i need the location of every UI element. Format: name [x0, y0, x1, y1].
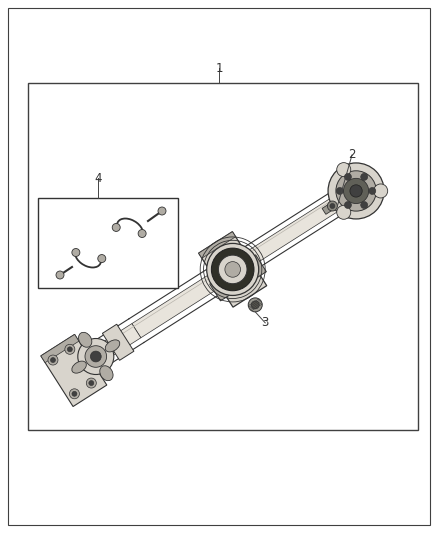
- Circle shape: [336, 188, 343, 195]
- Ellipse shape: [100, 366, 113, 381]
- Polygon shape: [199, 232, 267, 307]
- Polygon shape: [210, 272, 240, 301]
- Polygon shape: [199, 232, 236, 258]
- Circle shape: [327, 201, 337, 211]
- Polygon shape: [132, 272, 222, 338]
- Circle shape: [72, 391, 77, 397]
- Circle shape: [350, 185, 362, 197]
- Circle shape: [72, 248, 80, 256]
- Bar: [38, 198, 178, 288]
- Circle shape: [65, 344, 75, 354]
- Bar: [28, 83, 418, 430]
- Circle shape: [343, 179, 369, 204]
- Circle shape: [330, 204, 335, 208]
- Circle shape: [369, 188, 376, 195]
- Circle shape: [85, 346, 106, 367]
- Circle shape: [78, 338, 114, 375]
- Polygon shape: [339, 186, 359, 205]
- Polygon shape: [244, 193, 346, 266]
- Circle shape: [70, 389, 79, 399]
- Circle shape: [337, 205, 351, 219]
- Circle shape: [56, 271, 64, 279]
- Circle shape: [67, 347, 72, 352]
- Polygon shape: [322, 202, 336, 214]
- Circle shape: [360, 173, 367, 180]
- Circle shape: [219, 255, 247, 284]
- Circle shape: [225, 262, 240, 277]
- Circle shape: [328, 163, 384, 219]
- Circle shape: [251, 301, 259, 309]
- Polygon shape: [91, 324, 141, 364]
- Circle shape: [86, 378, 96, 388]
- Circle shape: [158, 207, 166, 215]
- Circle shape: [207, 244, 259, 295]
- Circle shape: [112, 223, 120, 231]
- Ellipse shape: [105, 340, 120, 352]
- Circle shape: [90, 351, 101, 362]
- Circle shape: [50, 358, 56, 362]
- Circle shape: [89, 381, 94, 385]
- Circle shape: [248, 298, 262, 312]
- Polygon shape: [41, 334, 107, 407]
- Circle shape: [48, 355, 58, 365]
- Circle shape: [360, 201, 367, 208]
- Circle shape: [212, 248, 254, 290]
- Circle shape: [138, 230, 146, 238]
- Ellipse shape: [78, 332, 92, 348]
- Circle shape: [337, 163, 351, 176]
- Polygon shape: [102, 324, 134, 360]
- Text: 3: 3: [261, 317, 269, 329]
- Ellipse shape: [72, 361, 86, 373]
- Text: 2: 2: [348, 149, 356, 161]
- Polygon shape: [41, 334, 79, 362]
- Circle shape: [344, 173, 351, 180]
- Circle shape: [336, 171, 376, 211]
- Text: 1: 1: [215, 61, 223, 75]
- Circle shape: [98, 255, 106, 263]
- Polygon shape: [237, 255, 266, 284]
- Circle shape: [344, 201, 351, 208]
- Circle shape: [374, 184, 388, 198]
- Text: 4: 4: [94, 172, 102, 184]
